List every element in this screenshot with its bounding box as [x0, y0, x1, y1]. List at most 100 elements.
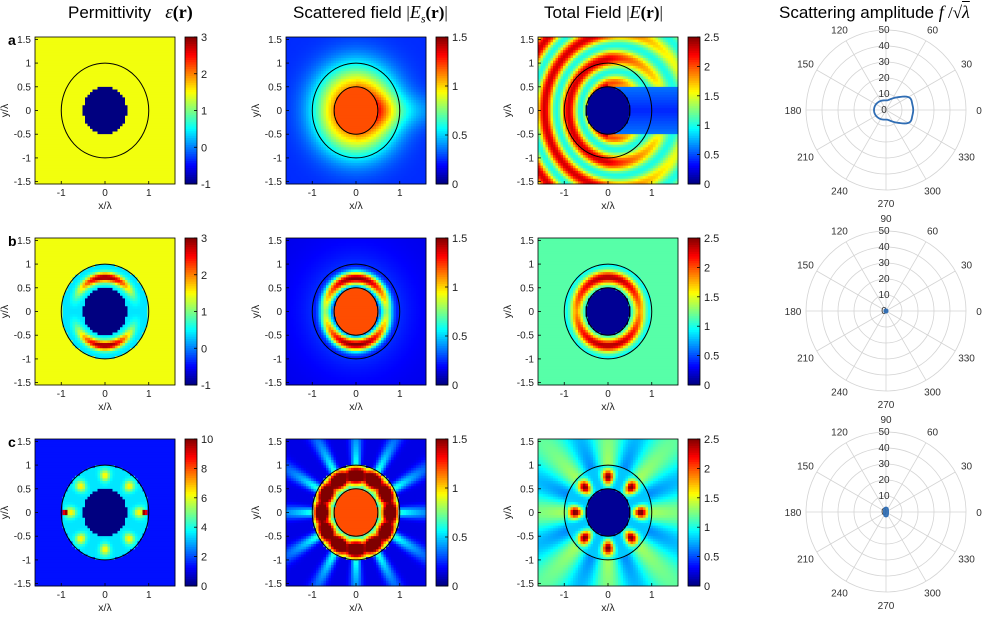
heatmap-cell — [73, 147, 76, 150]
heatmap-cell — [321, 124, 324, 127]
heatmap-cell — [128, 92, 131, 95]
heatmap-cell — [148, 69, 151, 72]
heatmap-cell — [68, 166, 71, 169]
heatmap-cell — [48, 111, 51, 114]
heatmap-cell — [95, 179, 98, 182]
heatmap-cell — [138, 145, 141, 148]
heatmap-cell — [73, 53, 76, 56]
heatmap-cell — [88, 61, 91, 64]
heatmap-cell — [344, 142, 347, 145]
heatmap-cell — [311, 69, 314, 72]
heatmap-cell — [286, 113, 289, 116]
heatmap-cell — [148, 174, 151, 177]
heatmap-cell — [354, 55, 357, 58]
heatmap-cell — [75, 48, 78, 51]
heatmap-cell — [130, 132, 133, 135]
heatmap-cell — [143, 163, 146, 166]
heatmap-cell — [291, 90, 294, 93]
heatmap-cell — [289, 137, 292, 140]
heatmap-cell — [160, 100, 163, 103]
heatmap-cell — [103, 74, 106, 77]
heatmap-cell — [150, 163, 153, 166]
heatmap-cell — [311, 150, 314, 153]
heatmap-cell — [341, 166, 344, 169]
heatmap-cell — [319, 145, 322, 148]
heatmap-cell — [50, 79, 53, 82]
heatmap-cell — [163, 50, 166, 53]
heatmap-cell — [304, 142, 307, 145]
heatmap-cell — [135, 132, 138, 135]
heatmap-cell — [306, 132, 309, 135]
heatmap-cell — [153, 37, 156, 40]
heatmap-cell — [346, 50, 349, 53]
heatmap-cell — [354, 142, 357, 145]
heatmap-cell — [339, 145, 342, 148]
heatmap-cell — [170, 100, 173, 103]
heatmap-cell — [118, 50, 121, 53]
heatmap-cell — [55, 113, 58, 116]
heatmap-cell — [319, 55, 322, 58]
heatmap-cell — [45, 179, 48, 182]
heatmap-cell — [344, 145, 347, 148]
heatmap-cell — [83, 37, 86, 40]
heatmap-cell — [115, 66, 118, 69]
heatmap-cell — [304, 121, 307, 124]
heatmap-cell — [75, 87, 78, 90]
heatmap-cell — [63, 113, 66, 116]
heatmap-cell — [344, 40, 347, 43]
heatmap-cell — [339, 74, 342, 77]
heatmap-cell — [80, 48, 83, 51]
heatmap-cell — [170, 61, 173, 64]
heatmap-cell — [168, 137, 171, 140]
heatmap-cell — [314, 113, 317, 116]
heatmap-cell — [98, 124, 101, 127]
heatmap-cell — [130, 166, 133, 169]
heatmap-cell — [65, 163, 68, 166]
heatmap-cell — [63, 174, 66, 177]
heatmap-cell — [155, 124, 158, 127]
heatmap-cell — [291, 168, 294, 171]
heatmap-cell — [63, 176, 66, 179]
heatmap-cell — [98, 108, 101, 111]
heatmap-cell — [38, 103, 41, 106]
heatmap-cell — [93, 126, 96, 129]
heatmap-cell — [326, 168, 329, 171]
heatmap-cell — [38, 129, 41, 132]
heatmap-cell — [118, 45, 121, 48]
heatmap-cell — [361, 126, 364, 129]
heatmap-cell — [344, 97, 347, 100]
heatmap-cell — [105, 105, 108, 108]
heatmap-cell — [329, 105, 332, 108]
heatmap-cell — [349, 134, 352, 137]
heatmap-cell — [48, 95, 51, 98]
heatmap-cell — [170, 48, 173, 51]
heatmap-cell — [339, 42, 342, 45]
heatmap-cell — [314, 45, 317, 48]
heatmap-cell — [75, 66, 78, 69]
heatmap-cell — [88, 116, 91, 119]
heatmap-cell — [48, 116, 51, 119]
heatmap-cell — [324, 134, 327, 137]
heatmap-cell — [53, 163, 56, 166]
heatmap-cell — [105, 90, 108, 93]
heatmap-cell — [163, 92, 166, 95]
heatmap-cell — [45, 87, 48, 90]
heatmap-cell — [35, 76, 38, 79]
colorbar-a-permittivity: 3210-1 — [185, 32, 211, 191]
heatmap-cell — [135, 105, 138, 108]
heatmap-cell — [291, 71, 294, 74]
heatmap-cell — [153, 145, 156, 148]
heatmap-cell — [324, 126, 327, 129]
heatmap-cell — [65, 50, 68, 53]
heatmap-cell — [128, 158, 131, 161]
heatmap-cell — [143, 108, 146, 111]
heatmap-cell — [160, 116, 163, 119]
heatmap-cell — [324, 40, 327, 43]
heatmap-cell — [75, 90, 78, 93]
heatmap-cell — [93, 108, 96, 111]
heatmap-cell — [48, 150, 51, 153]
heatmap-cell — [45, 134, 48, 137]
heatmap-cell — [339, 176, 342, 179]
heatmap-cell — [43, 121, 46, 124]
heatmap-cell — [294, 139, 297, 142]
